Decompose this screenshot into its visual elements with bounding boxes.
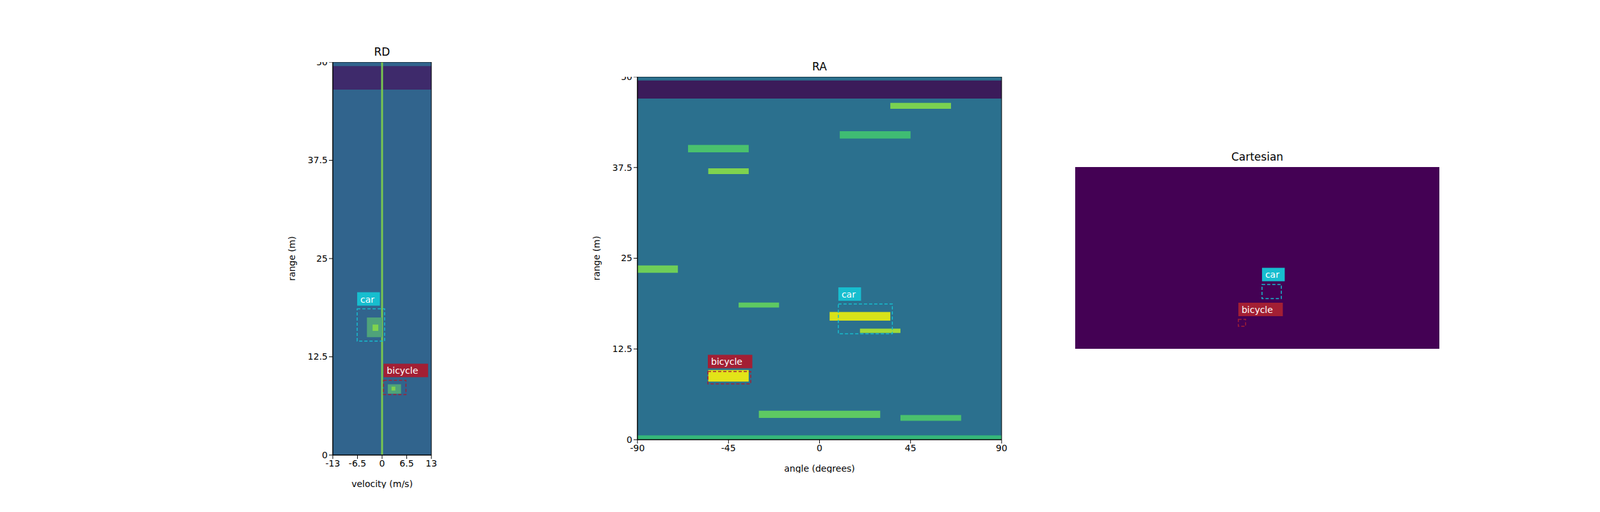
svg-text:25: 25 <box>316 253 328 264</box>
svg-text:angle (degrees): angle (degrees) <box>784 463 856 473</box>
svg-text:12.5: 12.5 <box>307 351 328 362</box>
svg-text:37.5: 37.5 <box>307 154 328 166</box>
svg-text:car: car <box>841 289 856 300</box>
svg-text:range (m): range (m) <box>288 236 297 281</box>
svg-text:velocity (m/s): velocity (m/s) <box>351 478 413 489</box>
svg-text:0: 0 <box>321 449 328 461</box>
svg-text:45: 45 <box>904 442 917 454</box>
svg-text:bicycle: bicycle <box>1241 304 1273 315</box>
svg-text:0: 0 <box>379 458 386 469</box>
html-text:Cartesian: Cartesian <box>1231 150 1284 164</box>
svg-text:6.5: 6.5 <box>399 458 414 469</box>
svg-text:12.5: 12.5 <box>612 343 633 354</box>
svg-text:-45: -45 <box>721 442 736 454</box>
svg-text:0: 0 <box>816 442 823 454</box>
svg-text:90: 90 <box>995 442 1008 454</box>
svg-text:13: 13 <box>425 458 438 469</box>
html-text:RD: RD <box>374 45 391 59</box>
svg-text:bicycle: bicycle <box>711 356 743 367</box>
svg-text:37.5: 37.5 <box>612 162 633 173</box>
svg-text:25: 25 <box>620 252 633 264</box>
svg-text:50: 50 <box>316 62 328 68</box>
svg-text:-6.5: -6.5 <box>348 458 367 469</box>
svg-text:50: 50 <box>620 76 633 82</box>
svg-text:-90: -90 <box>630 442 645 454</box>
svg-text:-13: -13 <box>325 458 341 469</box>
svg-text:0: 0 <box>626 434 633 445</box>
svg-text:bicycle: bicycle <box>386 365 418 376</box>
html-text:RA: RA <box>812 60 827 73</box>
svg-text:range (m): range (m) <box>592 236 602 281</box>
svg-text:car: car <box>1265 269 1280 280</box>
svg-text:car: car <box>360 294 375 305</box>
